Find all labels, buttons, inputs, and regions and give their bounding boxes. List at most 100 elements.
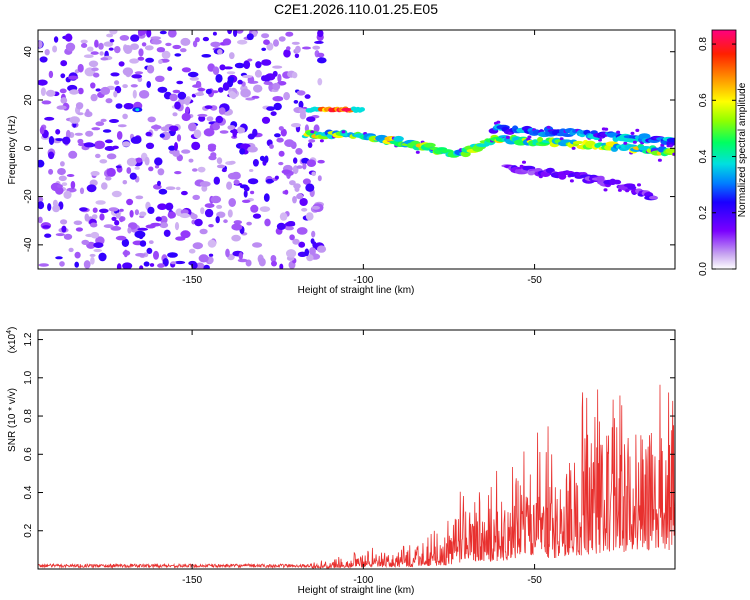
heatmap-cell	[292, 196, 297, 204]
heatmap-cell	[312, 45, 321, 50]
heatmap-cell	[496, 120, 501, 124]
heatmap-cell	[292, 238, 300, 245]
heatmap-cell	[231, 234, 241, 242]
heatmap-cell	[255, 61, 262, 69]
heatmap-cell	[122, 141, 131, 147]
heatmap-cell	[272, 96, 284, 102]
heatmap-cell	[160, 215, 168, 224]
heatmap-cell	[276, 137, 284, 143]
heatmap-cell	[100, 118, 107, 122]
heatmap-cell	[126, 198, 134, 206]
heatmap-cell	[100, 86, 111, 95]
heatmap-cell	[93, 72, 100, 78]
heatmap-cell	[148, 240, 154, 245]
heatmap-cell	[649, 195, 658, 200]
heatmap-cell	[227, 209, 233, 218]
heatmap-cell	[89, 253, 96, 257]
heatmap-cell	[91, 67, 99, 72]
heatmap-cell	[39, 56, 48, 63]
heatmap-cell	[221, 168, 227, 173]
heatmap-cell	[149, 263, 155, 267]
heatmap-cell	[191, 141, 201, 151]
heatmap-cell	[116, 263, 122, 269]
snr-xlabel: Height of straight line (km)	[298, 585, 415, 596]
heatmap-cell	[279, 263, 284, 269]
heatmap-cell	[522, 160, 526, 164]
heatmap-cell	[296, 193, 304, 200]
heatmap-cell	[289, 234, 295, 241]
heatmap-cell	[181, 190, 188, 196]
heatmap-cell	[94, 140, 105, 149]
heatmap-cell	[81, 239, 90, 245]
heatmap-cell	[134, 230, 146, 239]
heatmap-cell	[98, 252, 107, 262]
heatmap-cell	[172, 89, 181, 94]
heatmap-cell	[188, 158, 194, 163]
heatmap-cell	[74, 132, 83, 136]
spectrogram-panel: -150 -100 -50 -40 -20 0 20 40 Height of straigh…	[7, 29, 676, 296]
heatmap-cell	[119, 216, 124, 223]
heatmap-cell	[167, 30, 177, 38]
colorbar-tick-label: 0.8	[698, 37, 709, 51]
heatmap-cell	[61, 182, 68, 187]
spectrogram-ticks: -150 -100 -50 -40 -20 0 20 40	[23, 30, 675, 286]
heatmap-cell	[317, 175, 322, 182]
heatmap-cell	[44, 49, 50, 56]
heatmap-cell	[38, 216, 43, 224]
heatmap-cell	[95, 153, 101, 159]
heatmap-cell	[241, 199, 251, 203]
heatmap-cell	[253, 84, 263, 93]
heatmap-cell	[109, 38, 115, 43]
heatmap-cell	[293, 100, 299, 104]
heatmap-cell	[296, 227, 308, 235]
heatmap-cell	[192, 40, 198, 48]
heatmap-cell	[108, 47, 114, 51]
heatmap-cell	[261, 47, 267, 51]
heatmap-cell	[317, 78, 323, 86]
heatmap-cell	[233, 179, 240, 185]
heatmap-cell	[192, 194, 200, 200]
heatmap-cell	[154, 157, 163, 166]
heatmap-cell	[146, 247, 153, 254]
heatmap-cell	[294, 53, 300, 59]
heatmap-cell	[272, 65, 283, 69]
heatmap-cell	[208, 155, 217, 161]
heatmap-cell	[286, 249, 297, 258]
heatmap-cell	[237, 127, 246, 134]
heatmap-cell	[243, 60, 251, 69]
heatmap-cell	[134, 71, 144, 75]
heatmap-cell	[213, 176, 220, 185]
colorbar-gradient	[711, 29, 737, 270]
heatmap-cell	[233, 220, 242, 225]
heatmap-cell	[259, 206, 271, 213]
heatmap-cell	[306, 254, 314, 262]
heatmap-cell	[423, 142, 436, 148]
heatmap-cell	[123, 103, 134, 110]
heatmap-cell	[38, 40, 43, 49]
heatmap-cell	[208, 253, 214, 257]
heatmap-cell	[77, 138, 84, 144]
heatmap-cell	[632, 140, 637, 144]
heatmap-cell	[167, 211, 176, 219]
heatmap-cell	[285, 222, 294, 227]
heatmap-cell	[154, 165, 160, 169]
heatmap-cell	[38, 263, 49, 267]
heatmap-cell	[254, 69, 262, 78]
heatmap-cell	[156, 47, 166, 53]
x-tick-label: -100	[353, 575, 373, 586]
heatmap-cell	[143, 261, 150, 267]
heatmap-cell	[172, 44, 182, 50]
heatmap-cell	[139, 265, 144, 269]
heatmap-cell	[270, 255, 277, 263]
heatmap-cell	[38, 79, 48, 86]
heatmap-cell	[93, 242, 104, 249]
heatmap-cell	[217, 49, 223, 55]
heatmap-cell	[119, 35, 130, 41]
heatmap-cell	[109, 119, 119, 123]
heatmap-cell	[235, 30, 244, 34]
heatmap-cell	[146, 81, 151, 88]
heatmap-cell	[266, 106, 275, 111]
heatmap-cell	[115, 103, 123, 109]
heatmap-cell	[55, 256, 63, 260]
heatmap-cell	[188, 122, 197, 132]
